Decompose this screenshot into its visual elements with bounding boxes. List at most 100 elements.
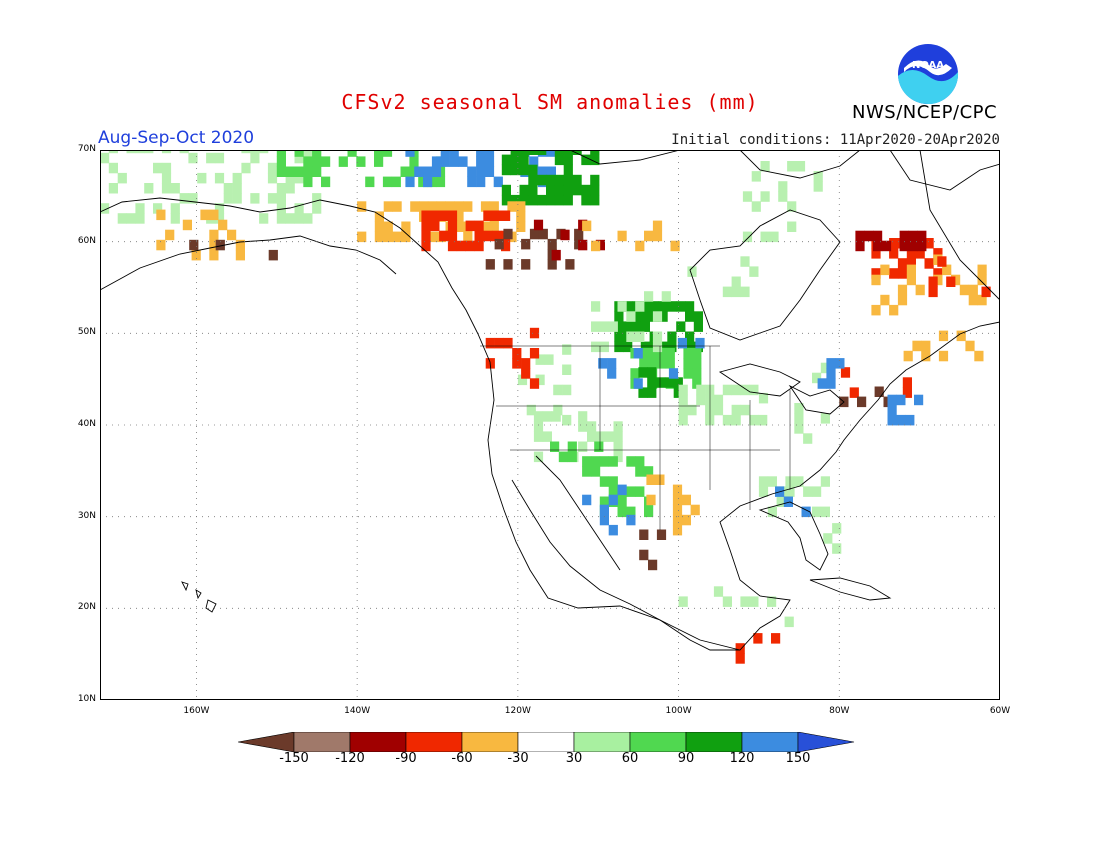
anomaly-cell <box>896 414 906 426</box>
anomaly-cell <box>599 476 609 487</box>
anomaly-cell <box>554 150 564 155</box>
anomaly-cell <box>100 152 110 164</box>
anomaly-cell <box>638 387 648 398</box>
anomaly-cell <box>179 193 189 204</box>
anomaly-cell <box>873 230 883 242</box>
anomaly-cell <box>614 341 624 353</box>
anomaly-cell <box>937 256 947 267</box>
anomaly-cell <box>599 341 609 353</box>
anomaly-cell <box>241 162 251 174</box>
anomaly-cell <box>812 506 822 518</box>
anomaly-cell <box>914 394 924 406</box>
anomaly-cell <box>693 311 703 322</box>
anomaly-cell <box>241 150 251 154</box>
anomaly-cell <box>276 166 286 177</box>
anomaly-cell <box>614 311 624 322</box>
anomaly-cell <box>546 184 556 196</box>
anomaly-cell <box>887 394 897 406</box>
anomaly-cell <box>503 228 513 240</box>
anomaly-cell <box>209 249 219 261</box>
anomaly-cell <box>405 176 415 188</box>
anomaly-cell <box>578 421 588 432</box>
lon-label: 140W <box>344 706 371 716</box>
anomaly-cell <box>117 172 127 184</box>
anomaly-cell <box>476 176 486 188</box>
anomaly-cell <box>489 221 499 232</box>
anomaly-cell <box>590 194 600 206</box>
anomaly-cell <box>685 331 695 342</box>
anomaly-cell <box>439 230 449 242</box>
anomaly-cell <box>635 466 645 477</box>
anomaly-cell <box>430 220 440 232</box>
anomaly-cell <box>267 193 278 204</box>
anomaly-cell <box>512 348 522 359</box>
anomaly-cell <box>889 248 899 259</box>
anomaly-cell <box>731 286 741 298</box>
anomaly-cell <box>776 496 786 507</box>
anomaly-cell <box>638 367 648 378</box>
anomaly-cell <box>276 193 286 204</box>
anomaly-cell <box>431 166 442 177</box>
anomaly-cell <box>463 231 473 243</box>
anomaly-cell <box>626 514 636 526</box>
anomaly-cells <box>100 150 991 664</box>
anomaly-cell <box>449 156 459 167</box>
anomaly-cell <box>740 256 750 267</box>
anomaly-cell <box>933 268 943 279</box>
anomaly-cell <box>494 238 504 250</box>
anomaly-cell <box>563 164 573 176</box>
anomaly-cell <box>294 166 304 177</box>
anomaly-cell <box>713 394 724 406</box>
anomaly-cell <box>267 162 278 174</box>
anomaly-cell <box>617 496 627 507</box>
anomaly-cell <box>321 176 331 188</box>
anomaly-cell <box>981 286 991 298</box>
anomaly-cell <box>294 152 304 164</box>
anomaly-cell <box>678 404 688 416</box>
anomaly-cell <box>685 301 695 312</box>
anomaly-cell <box>476 156 486 167</box>
anomaly-cell <box>535 374 545 386</box>
anomaly-cell <box>740 286 750 298</box>
anomaly-cell <box>623 301 633 312</box>
anomaly-cell <box>558 451 568 463</box>
anomaly-cell <box>493 176 503 188</box>
anomaly-cell <box>365 176 375 188</box>
anomaly-cell <box>705 414 715 426</box>
colorbar-segment <box>685 732 743 752</box>
anomaly-cell <box>161 150 172 154</box>
anomaly-cell <box>749 596 759 607</box>
anomaly-cell <box>447 220 458 232</box>
anomaly-cell <box>562 364 572 375</box>
anomaly-cell <box>632 311 642 322</box>
anomaly-cell <box>626 456 636 467</box>
lat-label: 70N <box>77 144 96 154</box>
anomaly-cell <box>161 172 172 184</box>
anomaly-cell <box>528 174 538 186</box>
anomaly-cell <box>312 203 322 214</box>
anomaly-cell <box>665 348 675 359</box>
anomaly-cell <box>553 384 563 396</box>
anomaly-cell <box>562 414 572 426</box>
anomaly-cell <box>447 230 458 242</box>
colorbar-segment <box>405 732 463 752</box>
anomaly-cell <box>563 150 573 155</box>
anomaly-cell <box>476 150 486 157</box>
anomaly-cell <box>382 150 393 157</box>
anomaly-cell <box>840 367 851 378</box>
anomaly-cell <box>209 239 219 251</box>
anomaly-cell <box>591 321 601 332</box>
anomaly-cell <box>897 258 908 269</box>
anomaly-cell <box>421 210 431 221</box>
anomaly-cell <box>608 494 618 506</box>
anomaly-cell <box>687 266 697 277</box>
anomaly-cell <box>294 172 304 184</box>
anomaly-cell <box>312 193 322 204</box>
anomaly-cell <box>582 220 592 232</box>
anomaly-cell <box>672 494 683 506</box>
anomaly-cell <box>312 166 322 177</box>
anomaly-cell <box>820 476 830 487</box>
anomaly-cell <box>492 230 502 242</box>
anomaly-cell <box>664 377 675 388</box>
anomaly-cell <box>214 203 225 214</box>
